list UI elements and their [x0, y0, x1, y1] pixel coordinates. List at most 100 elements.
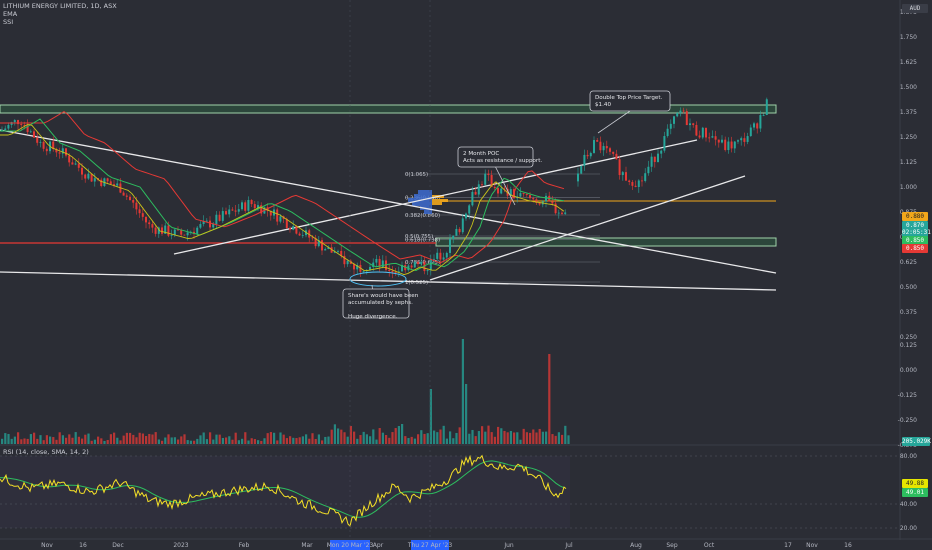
- candle: [125, 195, 128, 197]
- candle: [151, 224, 154, 228]
- candle: [420, 261, 423, 265]
- volume-bar: [39, 435, 42, 444]
- volume-bar: [180, 436, 183, 444]
- candle: [589, 152, 592, 157]
- candle: [529, 195, 531, 199]
- volume-bar: [231, 439, 234, 444]
- candle: [257, 205, 259, 209]
- candle: [612, 151, 615, 154]
- volume-bar: [551, 434, 554, 444]
- candle: [164, 225, 167, 234]
- candle: [439, 252, 442, 260]
- candle: [369, 266, 371, 271]
- candle: [340, 250, 343, 256]
- volume-bar: [177, 439, 180, 444]
- candle: [634, 185, 637, 187]
- candle: [561, 212, 563, 214]
- volume-profile-bar: [418, 190, 432, 194]
- volume-bar: [221, 437, 224, 444]
- candle: [308, 230, 311, 238]
- volume-bar: [263, 438, 266, 444]
- candle: [605, 146, 608, 149]
- candle: [609, 148, 611, 152]
- volume-bar: [458, 427, 461, 444]
- volume-bar: [1, 438, 4, 444]
- candle: [77, 163, 80, 168]
- volume-bar: [52, 437, 55, 444]
- time-axis-label: 16: [844, 542, 852, 549]
- candle: [733, 141, 736, 149]
- volume-bar: [308, 438, 311, 444]
- volume-bar: [4, 433, 7, 444]
- seph-note-text: Share's would have been: [348, 293, 419, 299]
- volume-bar: [439, 429, 442, 444]
- candle: [170, 235, 173, 236]
- time-axis-label: Jul: [564, 542, 573, 549]
- volume-bar: [49, 436, 52, 444]
- poc-note-text: 2 Month POC: [463, 151, 499, 157]
- currency-badge[interactable]: AUD: [902, 4, 928, 13]
- volume-bar: [292, 437, 295, 444]
- price-tick-label: 0.375: [900, 309, 917, 316]
- volume-bar: [125, 432, 128, 444]
- indicator-ssi-label[interactable]: SSI: [3, 18, 14, 26]
- candle: [449, 238, 451, 253]
- volume-bar: [522, 428, 525, 444]
- rsi-label[interactable]: RSI (14, close, SMA, 14, 2): [3, 448, 89, 456]
- volume-bar: [548, 354, 551, 444]
- volume-bar: [266, 433, 269, 444]
- candle: [157, 227, 160, 234]
- volume-bar: [77, 436, 80, 444]
- candle: [749, 127, 752, 137]
- candle: [692, 123, 695, 125]
- candle: [394, 272, 397, 273]
- volume-bar: [353, 431, 356, 444]
- candle: [215, 214, 218, 225]
- volume-bar: [106, 440, 109, 444]
- time-axis-highlight-label: Thu 27 Apr '23: [407, 542, 452, 549]
- candle: [362, 271, 365, 272]
- candle: [321, 240, 323, 251]
- seph-note: [342, 288, 410, 319]
- double-top-note-text: Double Top Price Target.: [595, 95, 663, 101]
- rsi-ma-line: [0, 460, 565, 518]
- candle: [676, 113, 679, 117]
- indicator-ema-label[interactable]: EMA: [3, 10, 18, 18]
- chart-title: LITHIUM ENERGY LIMITED, 1D, ASX: [3, 2, 117, 10]
- volume-bar: [337, 428, 340, 444]
- candle: [445, 252, 448, 258]
- volume-bar: [413, 438, 416, 444]
- volume-bar: [58, 432, 61, 444]
- fib-level-label: 1(0.525): [405, 280, 428, 286]
- volume-bar: [273, 432, 276, 444]
- volume-bar: [442, 425, 445, 444]
- volume-bar: [298, 437, 301, 444]
- volume-bar: [36, 438, 39, 444]
- candle: [289, 228, 291, 230]
- volume-bar: [23, 438, 26, 444]
- volume-bar: [234, 432, 237, 444]
- volume-bar: [205, 439, 208, 444]
- candle: [465, 213, 467, 219]
- candle: [109, 181, 112, 185]
- volume-bar: [397, 426, 400, 444]
- time-axis-label: Nov: [41, 542, 53, 549]
- poc-note: [457, 146, 534, 168]
- candle: [493, 186, 496, 189]
- candle: [522, 193, 525, 195]
- volume-bar: [468, 433, 471, 444]
- price-tag-green: 0.850: [902, 236, 928, 245]
- candle: [381, 260, 384, 267]
- candle: [436, 252, 439, 259]
- candle: [132, 199, 135, 203]
- volume-bar: [349, 425, 352, 444]
- volume-bar: [433, 430, 436, 444]
- fib-level-label: 0(1.065): [405, 172, 428, 178]
- volume-bar: [260, 440, 263, 444]
- volume-bar: [129, 432, 132, 444]
- volume-bar: [202, 432, 205, 444]
- rsi-band: [0, 456, 570, 528]
- candle: [737, 140, 739, 142]
